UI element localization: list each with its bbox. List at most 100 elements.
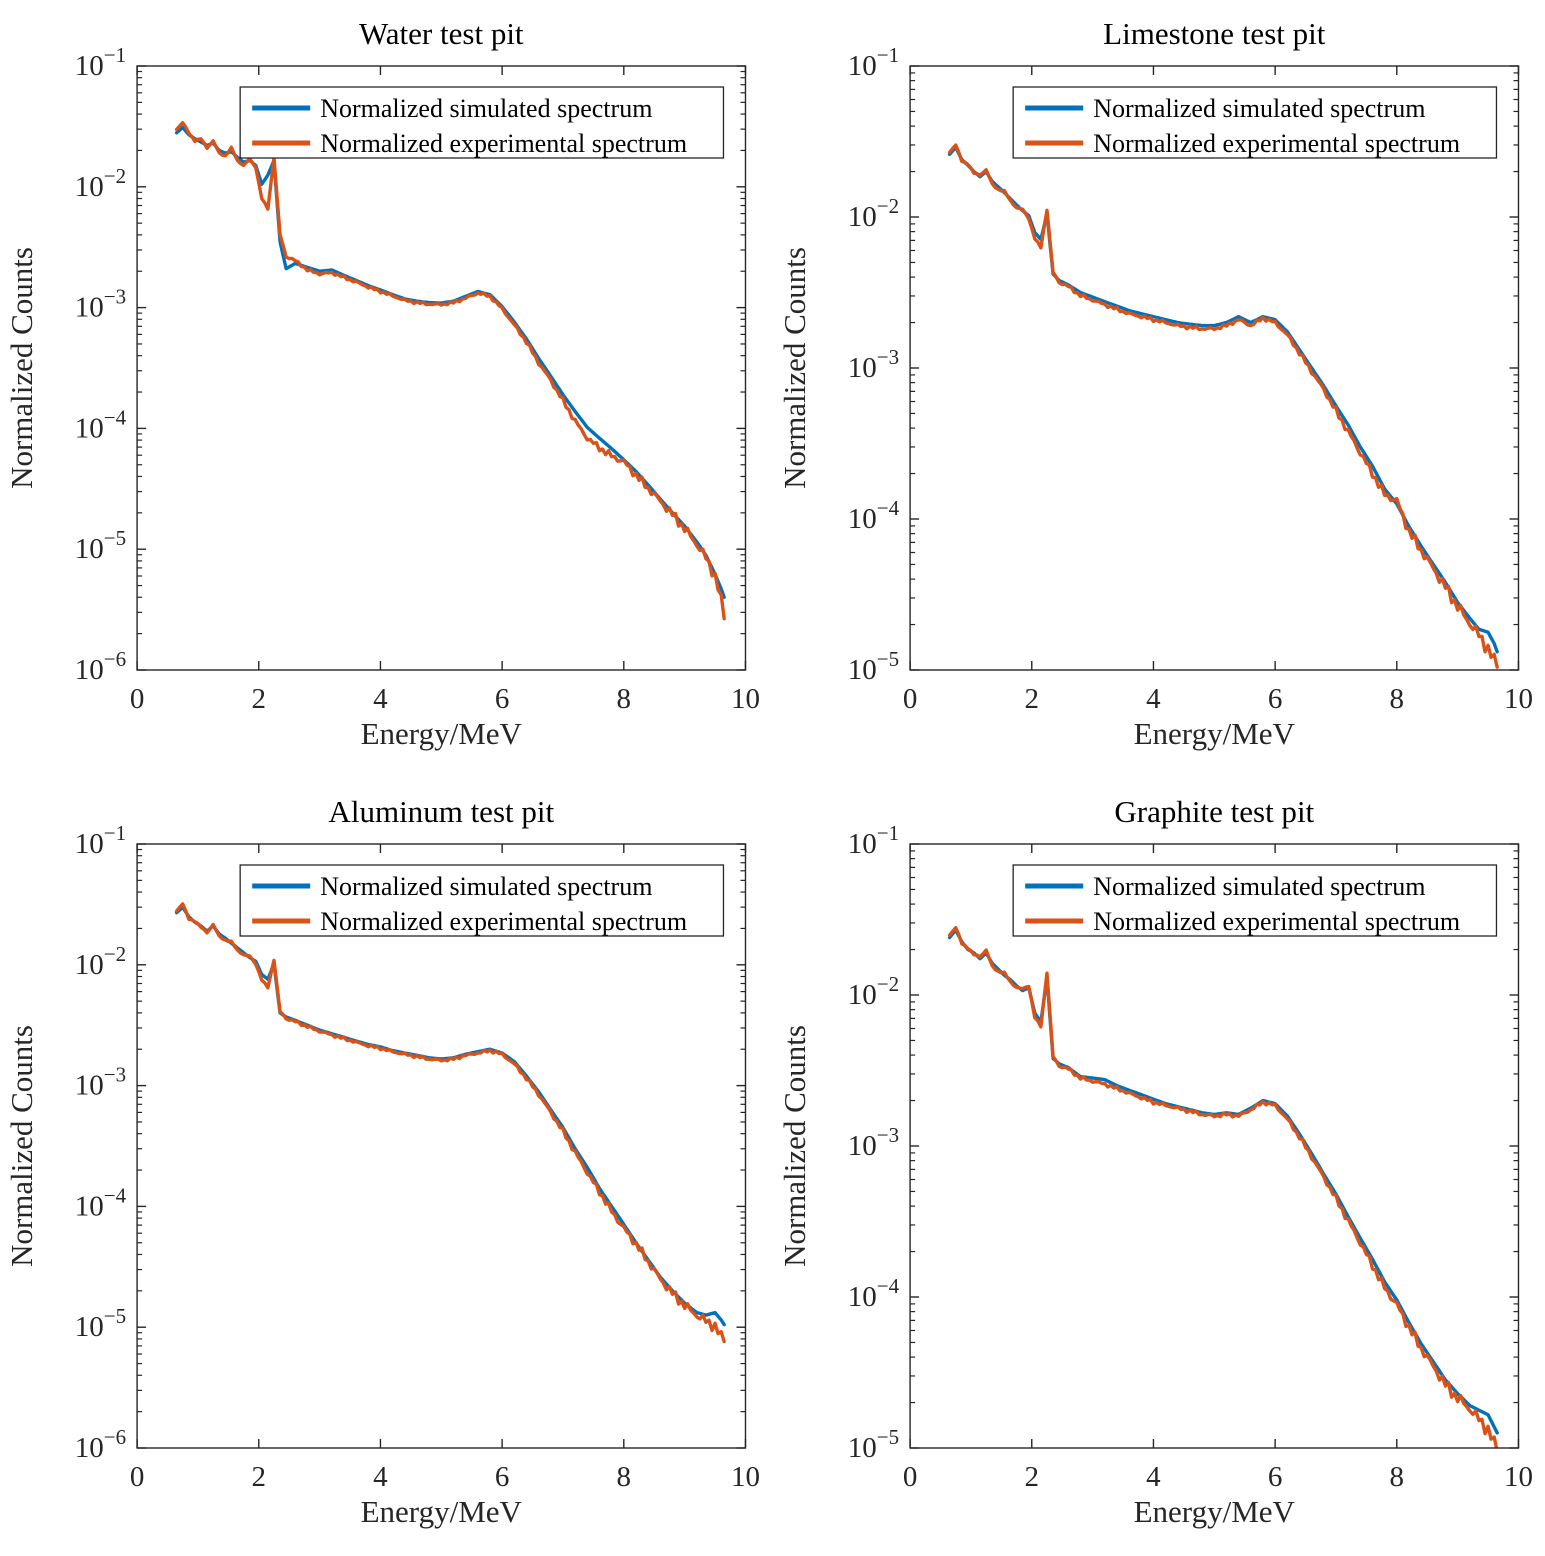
legend-box [239, 86, 725, 159]
x-tick-label: 8 [1389, 1461, 1404, 1493]
series-line-experimental [174, 121, 726, 621]
x-tick-label: 8 [1389, 683, 1404, 715]
series-line-experimental [947, 143, 1499, 669]
legend-item: Normalized experimental spectrum [252, 129, 687, 158]
y-tick-label: 10−2 [75, 942, 126, 981]
y-tick-label: 10−5 [75, 526, 126, 565]
x-axis-label: Energy/MeV [361, 716, 523, 751]
y-tick-label: 10−1 [847, 43, 898, 82]
legend: Normalized simulated spectrum Normalized … [1012, 86, 1497, 159]
x-tick-label: 10 [731, 1461, 760, 1493]
plot-box [136, 65, 747, 671]
x-axis-label: Energy/MeV [1133, 1494, 1295, 1529]
x-tick-label: 6 [1267, 1461, 1282, 1493]
legend-label: Normalized experimental spectrum [320, 907, 687, 936]
legend-label: Normalized simulated spectrum [1093, 94, 1425, 123]
subplot-aluminum-test-pit: 0 2 4 6 8 10 10−6 10−5 10−4 10−3 10−2 10−1 Aluminum … [0, 778, 773, 1556]
x-tick-label: 2 [252, 1461, 267, 1493]
x-tick-label: 2 [252, 683, 267, 715]
legend-item: Normalized simulated spectrum [252, 94, 652, 123]
legend-label: Normalized simulated spectrum [320, 872, 652, 901]
series-layer [947, 926, 1499, 1448]
x-tick-label: 0 [130, 683, 145, 715]
x-tick-label: 0 [902, 1461, 917, 1493]
legend-box [1012, 86, 1497, 159]
y-tick-label: 10−1 [847, 821, 898, 860]
y-tick-label: 10−2 [847, 972, 898, 1011]
series-layer [947, 143, 1499, 669]
y-tick-label: 10−1 [75, 821, 126, 860]
series-line-experimental [174, 902, 726, 1344]
x-tick-label: 4 [373, 1461, 388, 1493]
x-tick-label: 6 [495, 683, 510, 715]
x-tick-label: 2 [1024, 1461, 1039, 1493]
legend-item: Normalized experimental spectrum [1024, 907, 1460, 936]
y-tick-label: 10−5 [847, 1425, 898, 1464]
legend: Normalized simulated spectrum Normalized … [239, 864, 725, 937]
x-tick-label: 0 [130, 1461, 145, 1493]
series-layer [174, 121, 726, 621]
legend: Normalized simulated spectrum Normalized … [1012, 864, 1497, 937]
x-axis-label: Energy/MeV [361, 1494, 523, 1529]
x-tick-label: 8 [617, 1461, 632, 1493]
legend-label: Normalized experimental spectrum [1093, 907, 1460, 936]
y-tick-label: 10−1 [75, 43, 126, 82]
y-tick-label: 10−3 [75, 1063, 126, 1102]
y-tick-label: 10−4 [75, 1183, 127, 1222]
y-tick-label: 10−6 [75, 1425, 126, 1464]
x-axis-label: Energy/MeV [1133, 716, 1295, 751]
chart-graphite-test-pit: 0 2 4 6 8 10 10−5 10−4 10−3 10−2 10−1 Graphite test… [777, 794, 1533, 1529]
legend-label: Normalized experimental spectrum [1093, 129, 1460, 158]
x-tick-label: 4 [1146, 683, 1161, 715]
x-tick-label: 0 [902, 683, 917, 715]
legend-item: Normalized simulated spectrum [1024, 872, 1425, 901]
y-axis-label: Normalized Counts [4, 1025, 39, 1267]
legend-label: Normalized experimental spectrum [320, 129, 687, 158]
y-tick-label: 10−5 [75, 1304, 126, 1343]
chart-water-test-pit: 0 2 4 6 8 10 10−6 10−5 10−4 10−3 10−2 10−1 Water tes… [4, 16, 760, 751]
legend-label: Normalized simulated spectrum [1093, 872, 1425, 901]
legend-box [1012, 864, 1497, 937]
legend-box [239, 864, 725, 937]
plot-title: Limestone test pit [1103, 16, 1326, 51]
plot-title: Aluminum test pit [328, 794, 554, 829]
subplot-graphite-test-pit: 0 2 4 6 8 10 10−5 10−4 10−3 10−2 10−1 Graphite test… [773, 778, 1545, 1556]
y-axis-label: Normalized Counts [4, 247, 39, 489]
x-tick-label: 10 [731, 683, 760, 715]
x-tick-label: 10 [1503, 1461, 1532, 1493]
chart-aluminum-test-pit: 0 2 4 6 8 10 10−6 10−5 10−4 10−3 10−2 10−1 Aluminum … [4, 794, 760, 1529]
x-tick-label: 6 [495, 1461, 510, 1493]
subplot-water-test-pit: 0 2 4 6 8 10 10−6 10−5 10−4 10−3 10−2 10−1 Water tes… [0, 0, 773, 778]
plot-title: Graphite test pit [1114, 794, 1314, 829]
y-axis-label: Normalized Counts [777, 1025, 812, 1267]
y-tick-label: 10−6 [75, 647, 126, 686]
y-tick-label: 10−3 [75, 285, 126, 324]
x-tick-label: 8 [617, 683, 632, 715]
series-layer [174, 902, 726, 1344]
x-tick-label: 10 [1503, 683, 1532, 715]
x-tick-label: 4 [1146, 1461, 1161, 1493]
y-tick-label: 10−4 [847, 496, 899, 535]
y-tick-label: 10−5 [847, 647, 898, 686]
y-tick-label: 10−2 [75, 164, 126, 203]
x-tick-label: 6 [1267, 683, 1282, 715]
legend-item: Normalized simulated spectrum [252, 872, 652, 901]
legend-item: Normalized simulated spectrum [1024, 94, 1425, 123]
y-tick-label: 10−2 [847, 194, 898, 233]
series-line-simulated [174, 125, 726, 599]
plot-title: Water test pit [359, 16, 524, 51]
legend: Normalized simulated spectrum Normalized … [239, 86, 725, 159]
subplot-limestone-test-pit: 0 2 4 6 8 10 10−5 10−4 10−3 10−2 10−1 Limestone tes… [773, 0, 1545, 778]
x-tick-label: 4 [373, 683, 388, 715]
legend-item: Normalized experimental spectrum [252, 907, 687, 936]
series-line-experimental [947, 926, 1498, 1448]
legend-label: Normalized simulated spectrum [320, 94, 652, 123]
y-tick-label: 10−4 [75, 405, 127, 444]
y-tick-label: 10−3 [847, 1123, 898, 1162]
plot-box [136, 843, 747, 1449]
legend-item: Normalized experimental spectrum [1024, 129, 1460, 158]
chart-limestone-test-pit: 0 2 4 6 8 10 10−5 10−4 10−3 10−2 10−1 Limestone tes… [777, 16, 1533, 751]
x-tick-label: 2 [1024, 683, 1039, 715]
y-tick-label: 10−3 [847, 345, 898, 384]
